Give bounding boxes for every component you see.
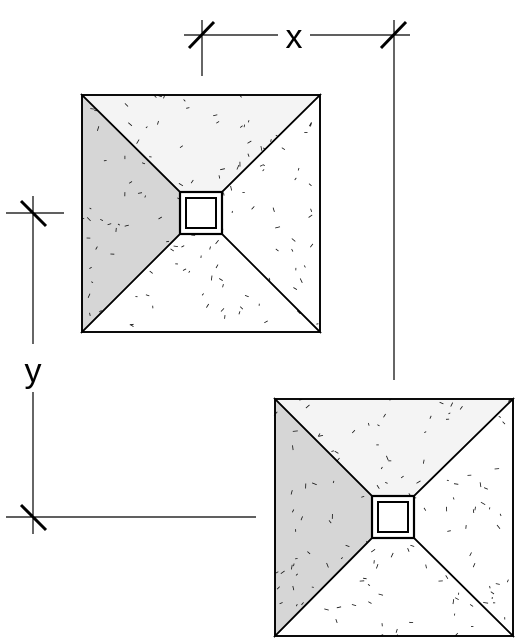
footing-hip-line	[221, 94, 321, 193]
footings-group	[80, 93, 515, 638]
footing-hip-line	[413, 398, 514, 497]
tick-mark-left	[187, 20, 216, 50]
dimension-x-label: x	[286, 18, 303, 56]
footing-hip-line	[274, 398, 373, 497]
footing-outline	[81, 94, 321, 333]
footing-hip-line	[81, 233, 181, 333]
dimension-y: y	[6, 196, 256, 534]
footing-outline	[274, 398, 514, 637]
tick-mark-right	[379, 20, 408, 50]
tick-mark-bottom	[19, 503, 48, 532]
concrete-texture	[81, 94, 319, 328]
footing-bottom-right	[273, 397, 515, 638]
tick-mark-top	[19, 199, 48, 228]
footing-hip-line	[221, 233, 321, 333]
dimension-y-label: y	[25, 352, 42, 390]
footing-hip-line	[81, 94, 181, 193]
footing-top-left	[80, 93, 322, 334]
column-inner	[377, 501, 409, 533]
footing-hip-line	[413, 537, 514, 637]
footing-hip-line	[274, 537, 373, 637]
dimension-x: x	[184, 18, 410, 380]
column-inner	[185, 197, 217, 229]
